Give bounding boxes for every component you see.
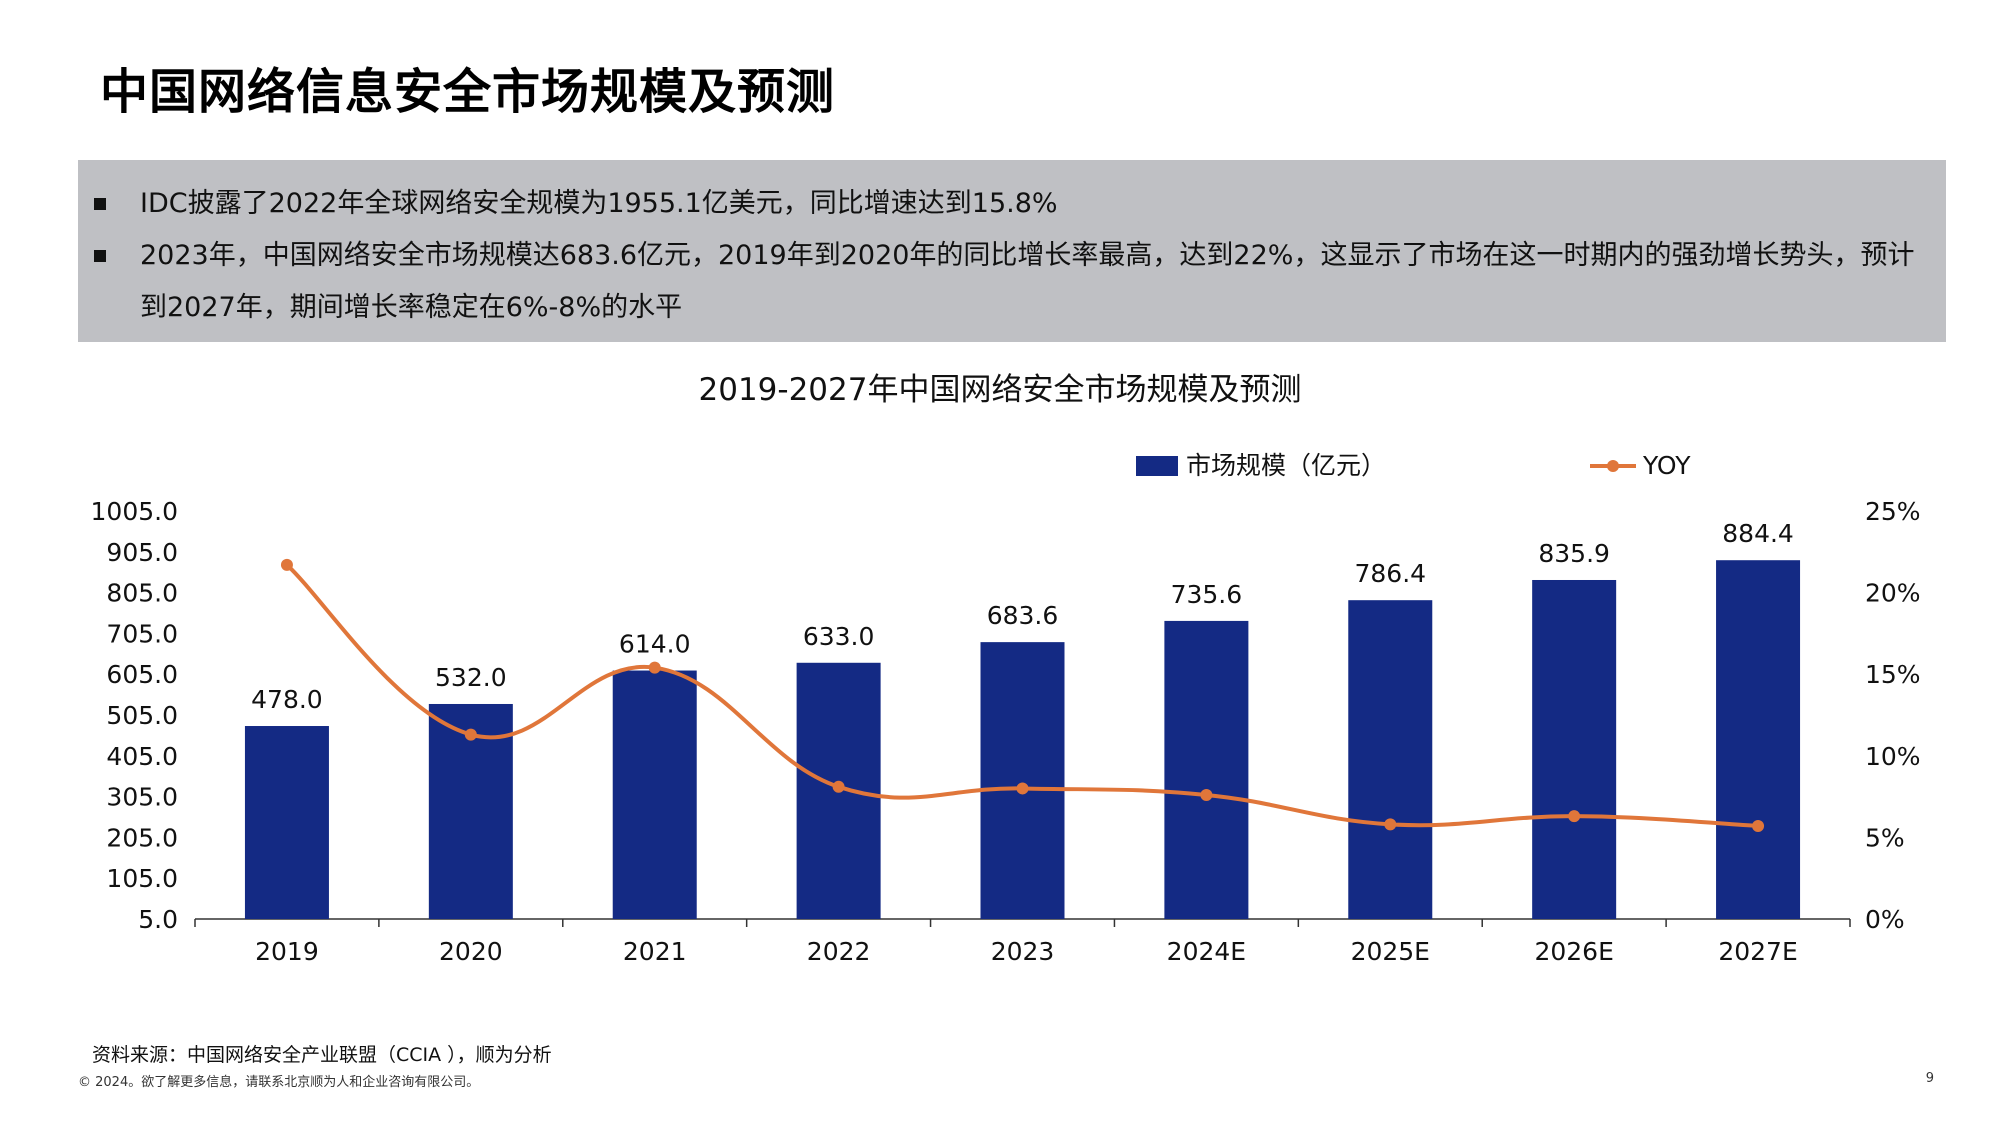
left-axis-tick-label: 605.0	[106, 660, 178, 689]
summary-item: 2023年，中国网络安全市场规模达683.6亿元，2019年到2020年的同比增…	[78, 230, 1946, 334]
yoy-point	[464, 728, 477, 741]
left-axis-tick-label: 305.0	[106, 783, 178, 812]
summary-box: IDC披露了2022年全球网络安全规模为1955.1亿美元，同比增速达到15.8…	[78, 160, 1946, 342]
right-axis-tick-label: 0%	[1865, 905, 1905, 934]
yoy-point	[1384, 818, 1397, 831]
bar-value-label: 835.9	[1538, 539, 1610, 568]
bar-value-label: 532.0	[435, 663, 507, 692]
right-axis-tick-label: 25%	[1865, 497, 1921, 526]
source-note: 资料来源：中国网络安全产业联盟（CCIA ），顺为分析	[92, 1044, 552, 1066]
yoy-point	[280, 558, 293, 571]
x-axis-tick-label: 2024E	[1167, 937, 1246, 966]
legend-label: YOY	[1642, 451, 1691, 480]
right-axis-tick-label: 20%	[1865, 579, 1921, 608]
yoy-line	[285, 563, 1759, 828]
x-axis-tick-label: 2025E	[1351, 937, 1430, 966]
bar	[1716, 560, 1801, 919]
left-axis-tick-label: 705.0	[106, 619, 178, 648]
left-axis-tick-label: 5.0	[138, 905, 178, 934]
right-axis-tick-label: 15%	[1865, 660, 1921, 689]
right-axis-tick-label: 5%	[1865, 823, 1905, 852]
left-axis-tick-label: 505.0	[106, 701, 178, 730]
x-axis-tick-label: 2022	[807, 937, 871, 966]
bar-value-label: 633.0	[803, 622, 875, 651]
bar-value-label: 683.6	[987, 601, 1059, 630]
bar	[1164, 620, 1249, 919]
page-number: 9	[1925, 1071, 1934, 1086]
x-axis-tick-label: 2026E	[1534, 937, 1613, 966]
bar-value-label: 614.0	[619, 630, 691, 659]
yoy-point	[1568, 810, 1581, 823]
x-axis-tick-label: 2027E	[1718, 937, 1797, 966]
yoy-point	[1016, 782, 1029, 795]
left-axis-tick-label: 405.0	[106, 742, 178, 771]
left-axis-tick-label: 1005.0	[91, 497, 178, 526]
yoy-point	[1752, 819, 1765, 832]
bar	[612, 670, 697, 919]
copyright-note: © 2024。欲了解更多信息，请联系北京顺为人和企业咨询有限公司。	[78, 1075, 480, 1090]
summary-item-text: IDC披露了2022年全球网络安全规模为1955.1亿美元，同比增速达到15.8…	[140, 188, 1058, 219]
x-axis-tick-label: 2023	[991, 937, 1055, 966]
left-axis-tick-label: 105.0	[106, 864, 178, 893]
bullet-square-icon	[94, 250, 106, 262]
x-axis-tick-label: 2020	[439, 937, 503, 966]
bar	[244, 726, 329, 919]
bar-value-label: 735.6	[1171, 580, 1243, 609]
left-axis-tick-label: 905.0	[106, 538, 178, 567]
bar-value-label: 884.4	[1722, 519, 1794, 548]
left-axis-tick-label: 805.0	[106, 579, 178, 608]
x-axis-tick-label: 2019	[255, 937, 319, 966]
legend-label: 市场规模（亿元）	[1186, 451, 1386, 480]
x-axis-tick-label: 2021	[623, 937, 687, 966]
legend-bar-swatch	[1136, 456, 1178, 476]
yoy-point	[648, 661, 661, 674]
summary-item-text: 2023年，中国网络安全市场规模达683.6亿元，2019年到2020年的同比增…	[140, 240, 1915, 323]
chart-title: 2019-2027年中国网络安全市场规模及预测	[698, 372, 1302, 408]
bar	[1348, 600, 1433, 919]
bar	[980, 642, 1065, 919]
legend-line-marker	[1607, 460, 1619, 472]
bullet-square-icon	[94, 198, 106, 210]
right-axis-tick-label: 10%	[1865, 742, 1921, 771]
summary-item: IDC披露了2022年全球网络安全规模为1955.1亿美元，同比增速达到15.8…	[78, 178, 1946, 230]
left-axis-tick-label: 205.0	[106, 823, 178, 852]
yoy-point	[832, 780, 845, 793]
bar-value-label: 478.0	[251, 685, 323, 714]
page-title: 中国网络信息安全市场规模及预测	[100, 64, 836, 120]
yoy-point	[1200, 788, 1213, 801]
bar	[1532, 579, 1617, 919]
bar-value-label: 786.4	[1354, 559, 1426, 588]
